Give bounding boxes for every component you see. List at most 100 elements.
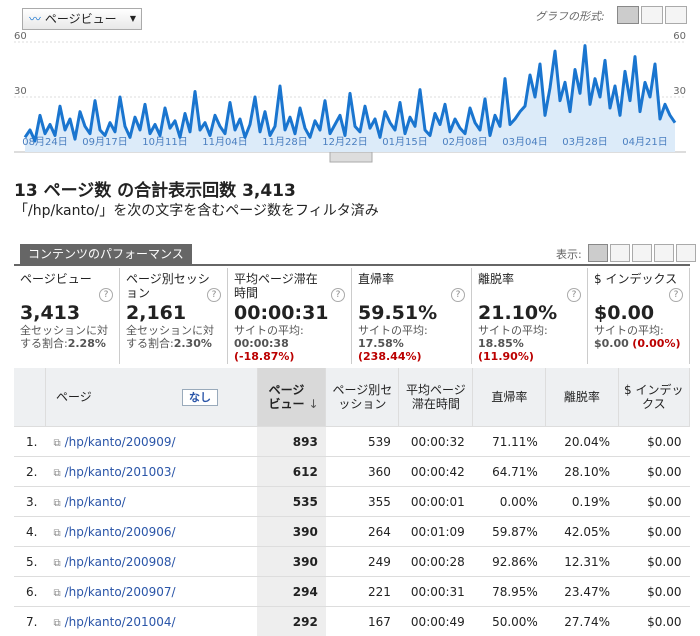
view-button[interactable] xyxy=(676,244,696,262)
view-button[interactable] xyxy=(632,244,652,262)
header-cell[interactable]: $ インデックス xyxy=(618,368,691,427)
cell-text: 78.95% xyxy=(492,584,538,599)
cell-text: 2. xyxy=(26,464,38,479)
graph-button[interactable] xyxy=(641,6,663,24)
cell-text: 0.19% xyxy=(571,494,611,509)
metric-dropdown[interactable]: 〰 ページビュー ▼ xyxy=(22,8,142,30)
view-label: 表示: xyxy=(556,248,582,261)
table-cell: 00:00:42 xyxy=(398,456,473,487)
header-cell[interactable]: ページビュー ↓ xyxy=(257,368,327,427)
page-link[interactable]: /hp/kanto/200906/ xyxy=(64,524,176,539)
link-icon: ⧉ xyxy=(53,527,61,539)
cell-text: $0.00 xyxy=(647,554,682,569)
summary-card: ページビュー? 3,413 全セッションに対する割合:2.28% xyxy=(14,268,120,364)
page-link[interactable]: /hp/kanto/200909/ xyxy=(64,434,176,449)
table-cell: 78.95% xyxy=(472,576,546,607)
cell-text: $0.00 xyxy=(647,584,682,599)
slider-handle[interactable] xyxy=(329,151,373,163)
link-icon: ⧉ xyxy=(53,617,61,629)
table-cell: 3. xyxy=(14,486,46,517)
card-value: 3,413 xyxy=(20,302,81,324)
card-label: $ インデックス xyxy=(594,272,678,286)
table-cell: 92.86% xyxy=(472,546,546,577)
view-buttons xyxy=(588,244,696,266)
table-cell: ⧉/hp/kanto/200908/ xyxy=(45,546,258,577)
card-sub-label: サイトの平均: xyxy=(234,324,304,337)
table-cell: ⧉/hp/kanto/201004/ xyxy=(45,606,258,636)
cell-text: 64.71% xyxy=(492,464,538,479)
x-tick-label: 03月28日 xyxy=(562,136,607,148)
x-tick-label: 03月04日 xyxy=(502,136,547,148)
cell-text: 00:00:42 xyxy=(410,464,465,479)
table-row: 7. ⧉/hp/kanto/201004/292 167 00:00:49 50.00%… xyxy=(14,606,690,636)
cell-text: 20.04% xyxy=(564,434,611,449)
summary-card: $ インデックス? $0.00 サイトの平均: $0.00 (0.00%) xyxy=(588,268,690,364)
view-button[interactable] xyxy=(610,244,630,262)
line-chart: 30 30 60 60 08月24日 09月17日 10月11日 11月04日 11月28日 12… xyxy=(14,31,686,163)
page-link[interactable]: /hp/kanto/200908/ xyxy=(64,554,176,569)
help-icon: ? xyxy=(567,288,581,302)
cell-text: 59.87% xyxy=(492,524,538,539)
cell-text: 893 xyxy=(292,434,318,449)
cell-text: $0.00 xyxy=(647,524,682,539)
page-link[interactable]: /hp/kanto/ xyxy=(64,494,126,509)
table-cell: 390 xyxy=(257,546,326,577)
card-label: ページビュー xyxy=(20,272,92,286)
link-icon: ⧉ xyxy=(53,437,61,449)
page-link[interactable]: /hp/kanto/201003/ xyxy=(64,464,176,479)
card-diff: (-18.87%) xyxy=(234,350,295,363)
card-avg: 00:00:38 xyxy=(234,337,289,350)
summary-card: 平均ページ滞在時間? 00:00:31 サイトの平均: 00:00:38 (-18.8… xyxy=(228,268,352,364)
card-sub: サイトの平均: 18.85% (11.90%) xyxy=(478,324,581,363)
table-cell: 292 xyxy=(257,606,326,636)
y-tick-label: 30 xyxy=(673,86,686,97)
x-tick-label: 12月22日 xyxy=(322,136,367,148)
table-row: 2. ⧉/hp/kanto/201003/612 360 00:00:42 64.71%… xyxy=(14,456,690,487)
table-cell: 360 xyxy=(325,456,399,487)
table-cell: ⧉/hp/kanto/ xyxy=(45,486,258,517)
table-cell: 1. xyxy=(14,426,46,457)
cell-text: 28.10% xyxy=(564,464,611,479)
table-cell: 0.00% xyxy=(472,486,546,517)
card-diff: (11.90%) xyxy=(478,350,534,363)
cell-text: 00:00:49 xyxy=(410,614,465,629)
page-link[interactable]: /hp/kanto/200907/ xyxy=(64,584,176,599)
table-cell: $0.00 xyxy=(618,576,690,607)
header-cell[interactable]: ページ別セッション xyxy=(325,368,400,427)
cell-text: 5. xyxy=(26,554,38,569)
help-icon: ? xyxy=(331,288,345,302)
table-cell: ⧉/hp/kanto/200907/ xyxy=(45,576,258,607)
header-cell[interactable]: 直帰率 xyxy=(472,368,547,427)
cell-text: 6. xyxy=(26,584,38,599)
link-icon: ⧉ xyxy=(53,587,61,599)
header-cell[interactable]: 離脱率 xyxy=(545,368,619,427)
tab-rule xyxy=(14,264,690,266)
header-cell[interactable]: ページ なし xyxy=(45,368,258,427)
table-cell: 6. xyxy=(14,576,46,607)
table-cell: 390 xyxy=(257,516,326,547)
graph-button[interactable] xyxy=(665,6,687,24)
cell-text: 292 xyxy=(292,614,318,629)
cell-text: 539 xyxy=(367,434,391,449)
y-tick-label: 30 xyxy=(14,86,27,97)
header-cell[interactable]: 平均ページ滞在時間 xyxy=(398,368,474,427)
cell-text: 00:00:28 xyxy=(410,554,465,569)
cell-text: 50.00% xyxy=(492,614,538,629)
cell-text: 264 xyxy=(367,524,391,539)
y-tick-label: 60 xyxy=(14,31,27,42)
page-link[interactable]: /hp/kanto/201004/ xyxy=(64,614,176,629)
graph-buttons xyxy=(617,6,687,28)
tab[interactable]: コンテンツのパフォーマンス xyxy=(20,244,192,264)
filter-button[interactable]: なし xyxy=(181,388,218,406)
summary-card: ページ別セッション? 2,161 全セッションに対する割合:2.30% xyxy=(120,268,228,364)
line xyxy=(23,44,677,143)
view-button[interactable] xyxy=(654,244,674,262)
summary-card: 離脱率? 21.10% サイトの平均: 18.85% (11.90%) xyxy=(472,268,588,364)
cell-text: $0.00 xyxy=(647,464,682,479)
table-cell: 00:00:01 xyxy=(398,486,473,517)
help-icon: ? xyxy=(207,288,221,302)
header-cell xyxy=(14,368,46,427)
graph-button[interactable] xyxy=(617,6,639,24)
table-cell: 27.74% xyxy=(545,606,619,636)
view-button[interactable] xyxy=(588,244,608,262)
